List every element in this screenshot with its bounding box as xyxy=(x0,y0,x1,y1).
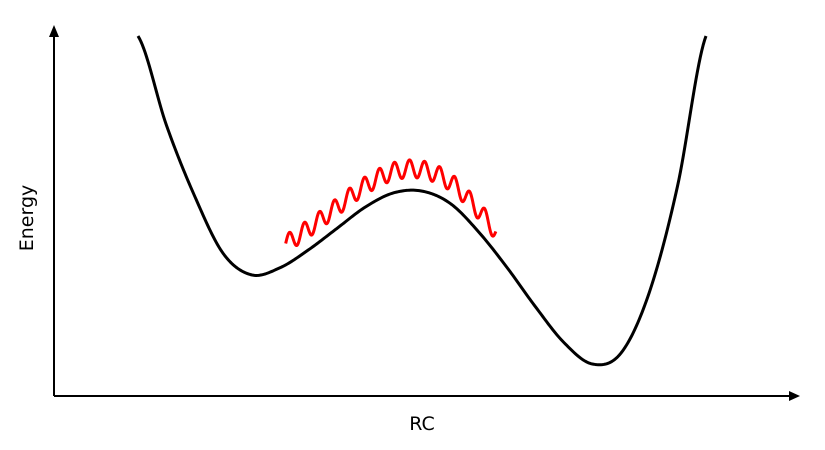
curves xyxy=(136,35,708,367)
x-axis-arrowhead xyxy=(789,391,800,401)
y-axis-arrowhead xyxy=(49,25,59,37)
perturbed-curve xyxy=(284,158,498,248)
potential-energy-curve xyxy=(136,35,708,367)
x-axis-label: RC xyxy=(409,413,435,435)
y-axis-label: Energy xyxy=(16,185,38,252)
